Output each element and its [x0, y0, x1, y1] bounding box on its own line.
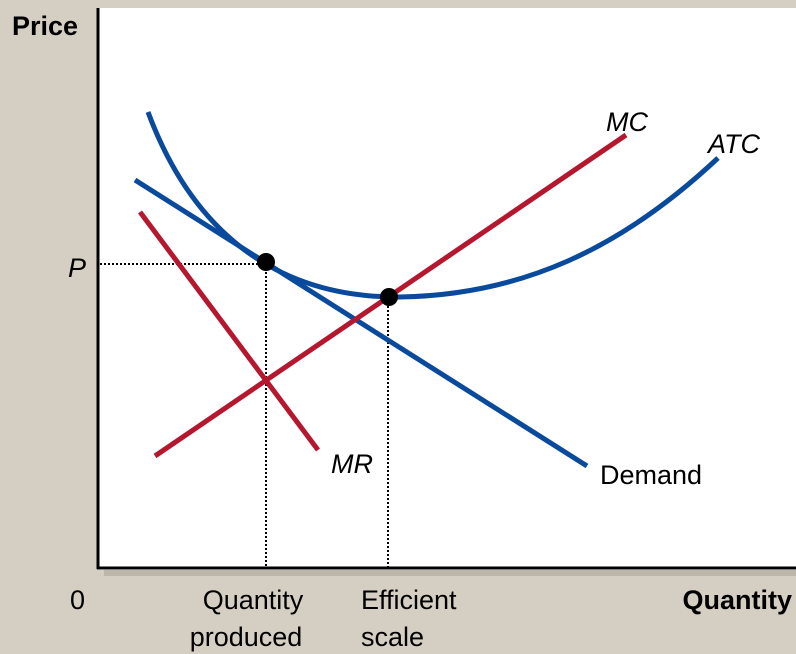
mc-label: MC [606, 107, 648, 137]
mr-label: MR [331, 449, 373, 479]
origin-label: 0 [70, 585, 85, 615]
demand-label: Demand [600, 460, 702, 490]
monopoly-point [257, 253, 275, 271]
efficient-point [380, 288, 398, 306]
y-axis-label: Price [12, 11, 78, 41]
quantity-produced-label: produced [190, 622, 303, 652]
atc-curve [145, 111, 720, 300]
efficient-scale-label: scale [361, 622, 424, 652]
price-label: P [68, 253, 86, 283]
atc-label: ATC [706, 129, 760, 159]
quantity-produced-label: Quantity [203, 585, 304, 615]
demand-curve [133, 177, 589, 469]
x-axis-label: Quantity [682, 585, 792, 615]
plot-area [98, 8, 796, 570]
mr-curve [137, 210, 321, 452]
efficient-scale-label: Efficient [361, 585, 457, 615]
